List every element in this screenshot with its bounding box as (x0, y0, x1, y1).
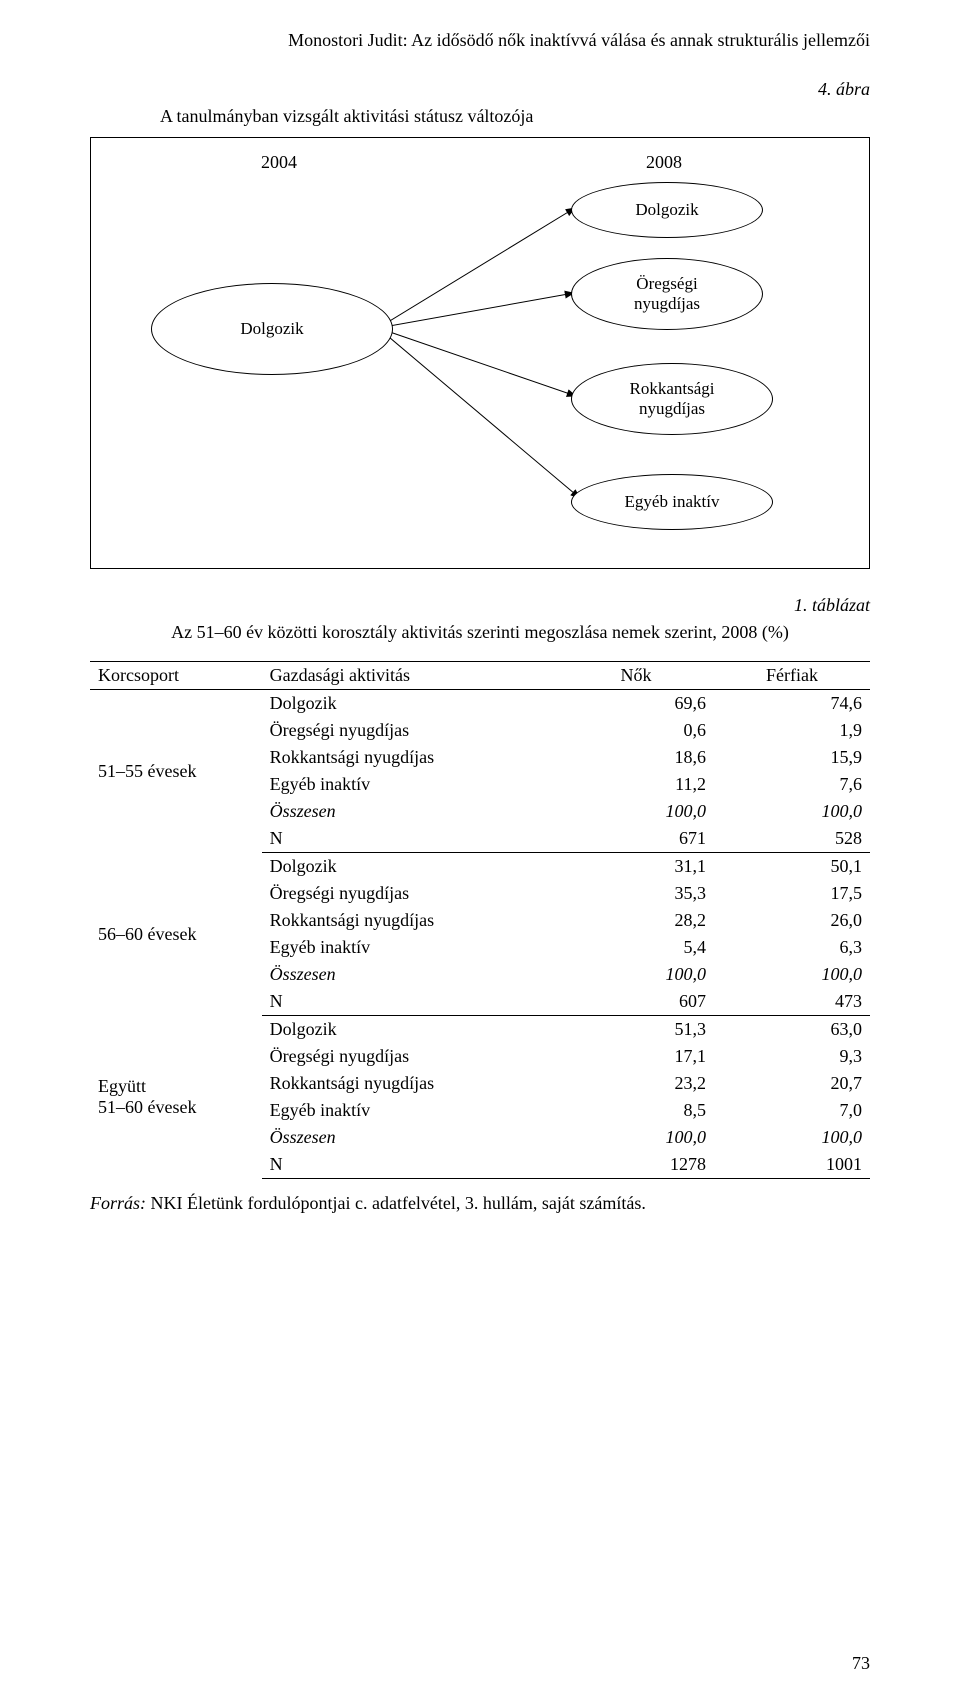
women-cell: 607 (558, 988, 714, 1016)
men-cell: 6,3 (714, 934, 870, 961)
activity-cell: Összesen (262, 1124, 558, 1151)
table-row: Együtt 51–60 évesekDolgozik51,363,0 (90, 1016, 870, 1044)
activity-cell: Öregségi nyugdíjas (262, 880, 558, 907)
women-cell: 1278 (558, 1151, 714, 1179)
table-header-row: Korcsoport Gazdasági aktivitás Nők Férfi… (90, 662, 870, 690)
activity-cell: Összesen (262, 961, 558, 988)
col-korcsoport: Korcsoport (90, 662, 262, 690)
activity-cell: Rokkantsági nyugdíjas (262, 1070, 558, 1097)
col-men: Férfiak (714, 662, 870, 690)
table-row: 56–60 évesekDolgozik31,150,1 (90, 853, 870, 881)
women-cell: 100,0 (558, 1124, 714, 1151)
women-cell: 17,1 (558, 1043, 714, 1070)
source-text: NKI Életünk fordulópontjai c. adatfelvét… (146, 1193, 646, 1213)
year-left: 2004 (261, 152, 297, 173)
women-cell: 28,2 (558, 907, 714, 934)
figure-caption: A tanulmányban vizsgált aktivitási státu… (160, 106, 870, 127)
target-node: Öregségi nyugdíjas (571, 258, 763, 330)
men-cell: 26,0 (714, 907, 870, 934)
women-cell: 35,3 (558, 880, 714, 907)
target-node: Egyéb inaktív (571, 474, 773, 530)
col-women: Nők (558, 662, 714, 690)
source-label: Forrás: (90, 1193, 146, 1213)
activity-cell: Rokkantsági nyugdíjas (262, 744, 558, 771)
activity-cell: N (262, 825, 558, 853)
figure-label: 4. ábra (90, 79, 870, 100)
table-caption: Az 51–60 év közötti korosztály aktivitás… (130, 622, 830, 643)
women-cell: 5,4 (558, 934, 714, 961)
distribution-table: Korcsoport Gazdasági aktivitás Nők Férfi… (90, 661, 870, 1179)
men-cell: 528 (714, 825, 870, 853)
table-source: Forrás: NKI Életünk fordulópontjai c. ad… (90, 1193, 870, 1214)
men-cell: 100,0 (714, 798, 870, 825)
activity-cell: N (262, 988, 558, 1016)
men-cell: 7,0 (714, 1097, 870, 1124)
men-cell: 74,6 (714, 690, 870, 718)
women-cell: 31,1 (558, 853, 714, 881)
women-cell: 69,6 (558, 690, 714, 718)
men-cell: 20,7 (714, 1070, 870, 1097)
col-activity: Gazdasági aktivitás (262, 662, 558, 690)
women-cell: 100,0 (558, 798, 714, 825)
men-cell: 63,0 (714, 1016, 870, 1044)
men-cell: 15,9 (714, 744, 870, 771)
activity-cell: Dolgozik (262, 690, 558, 718)
activity-cell: Rokkantsági nyugdíjas (262, 907, 558, 934)
table-row: 51–55 évesekDolgozik69,674,6 (90, 690, 870, 718)
men-cell: 100,0 (714, 1124, 870, 1151)
men-cell: 100,0 (714, 961, 870, 988)
women-cell: 8,5 (558, 1097, 714, 1124)
men-cell: 50,1 (714, 853, 870, 881)
women-cell: 100,0 (558, 961, 714, 988)
year-right: 2008 (646, 152, 682, 173)
activity-cell: Öregségi nyugdíjas (262, 717, 558, 744)
running-head: Monostori Judit: Az idősödő nők inaktívv… (90, 30, 870, 51)
activity-cell: Dolgozik (262, 853, 558, 881)
table-body: 51–55 évesekDolgozik69,674,6Öregségi nyu… (90, 690, 870, 1179)
men-cell: 1,9 (714, 717, 870, 744)
men-cell: 9,3 (714, 1043, 870, 1070)
page-number: 73 (852, 1653, 870, 1674)
activity-cell: Egyéb inaktív (262, 934, 558, 961)
women-cell: 23,2 (558, 1070, 714, 1097)
women-cell: 51,3 (558, 1016, 714, 1044)
men-cell: 7,6 (714, 771, 870, 798)
target-node: Dolgozik (571, 182, 763, 238)
group-label: 51–55 évesek (90, 690, 262, 853)
women-cell: 11,2 (558, 771, 714, 798)
women-cell: 18,6 (558, 744, 714, 771)
men-cell: 17,5 (714, 880, 870, 907)
men-cell: 473 (714, 988, 870, 1016)
activity-cell: Öregségi nyugdíjas (262, 1043, 558, 1070)
activity-cell: Egyéb inaktív (262, 1097, 558, 1124)
table-label: 1. táblázat (90, 595, 870, 616)
activity-cell: Dolgozik (262, 1016, 558, 1044)
group-label: 56–60 évesek (90, 853, 262, 1016)
women-cell: 671 (558, 825, 714, 853)
group-label: Együtt 51–60 évesek (90, 1016, 262, 1179)
activity-cell: Egyéb inaktív (262, 771, 558, 798)
source-node: Dolgozik (151, 283, 393, 375)
target-node: Rokkantsági nyugdíjas (571, 363, 773, 435)
men-cell: 1001 (714, 1151, 870, 1179)
figure-diagram: 2004 2008 Dolgozik Dolgozik Öregségi nyu… (90, 137, 870, 569)
activity-cell: N (262, 1151, 558, 1179)
women-cell: 0,6 (558, 717, 714, 744)
activity-cell: Összesen (262, 798, 558, 825)
